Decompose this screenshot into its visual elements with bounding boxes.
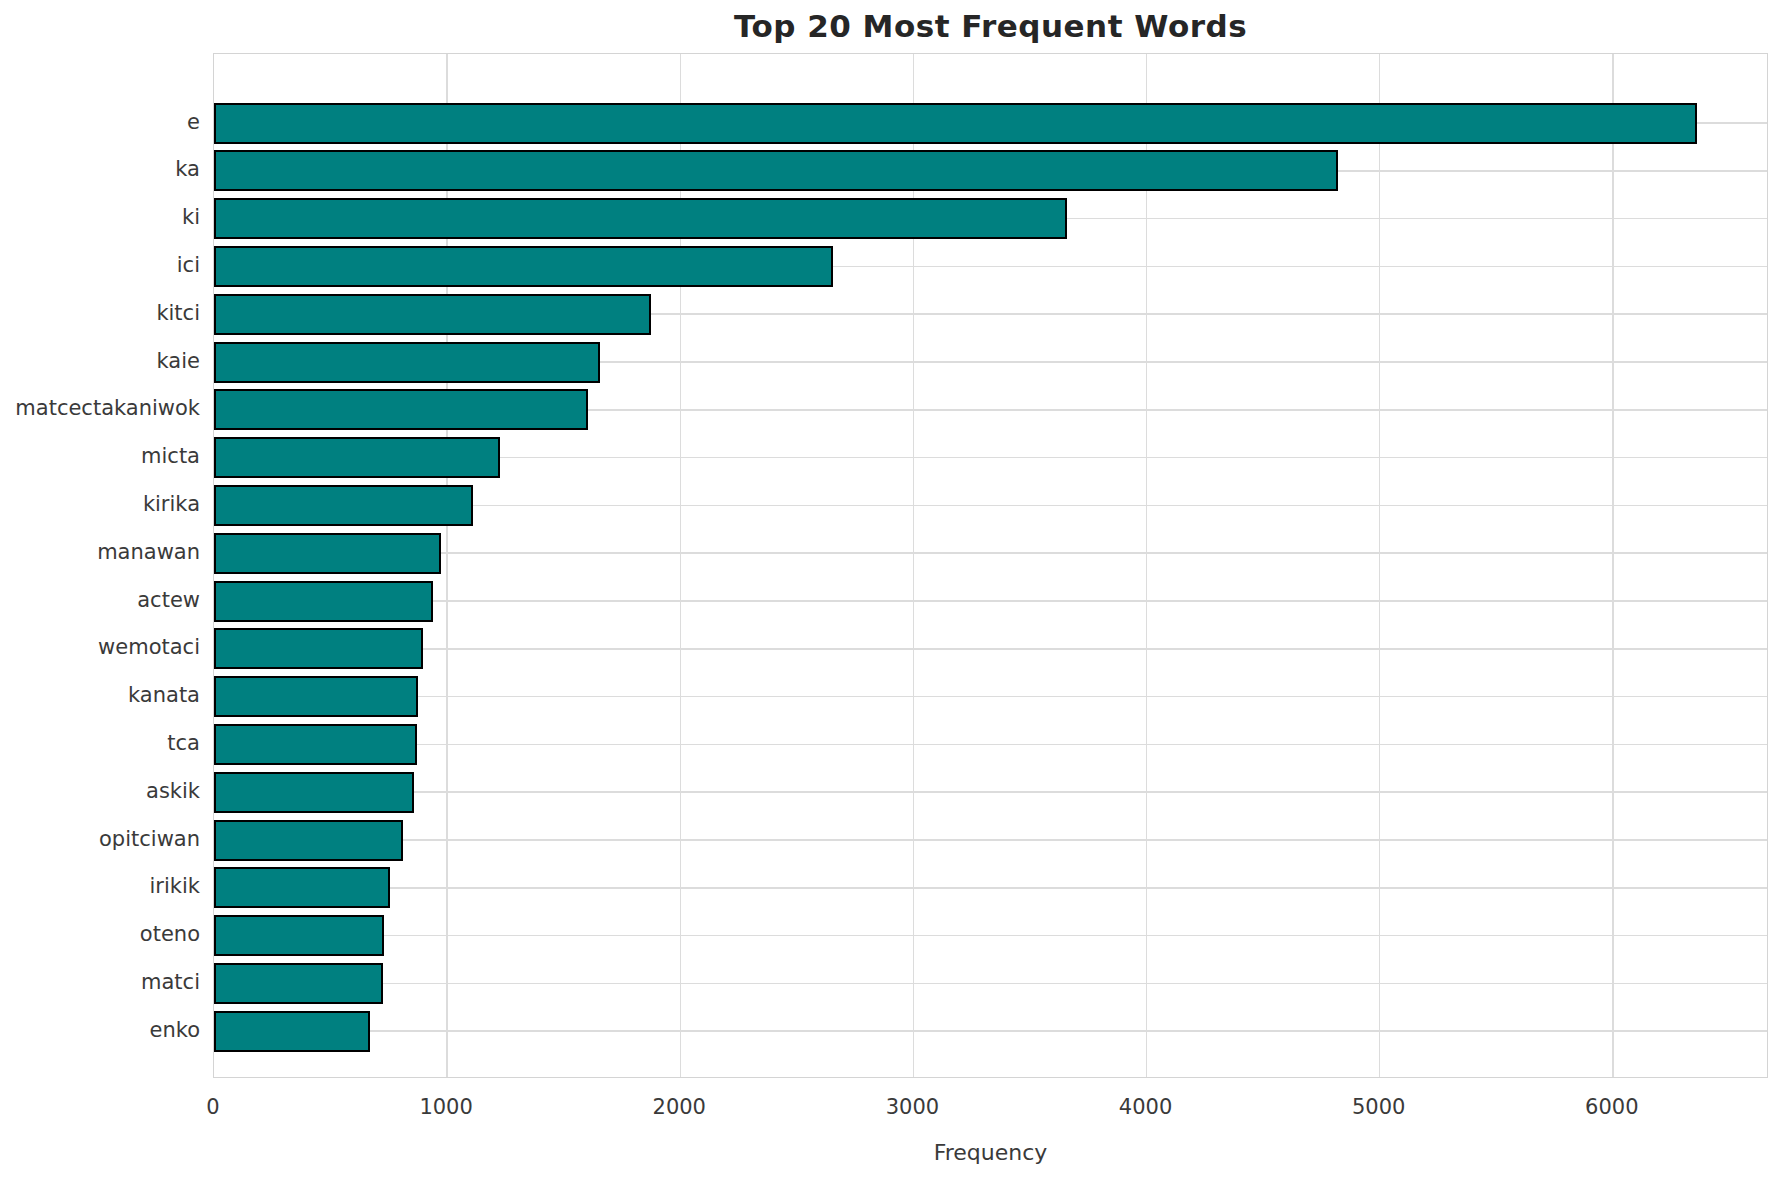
bar-enko [214,1011,370,1052]
bar-irikik [214,867,390,908]
bar-oteno [214,915,384,956]
y-tick-label-ki: ki [0,207,200,228]
x-tick-label-3000: 3000 [852,1095,972,1119]
y-gridline-actew [214,600,1767,602]
plot-area [213,53,1768,1078]
bar-wemotaci [214,628,423,669]
bar-kirika [214,485,473,526]
bar-actew [214,581,433,622]
y-tick-label-actew: actew [0,590,200,611]
x-tick-label-4000: 4000 [1086,1095,1206,1119]
bar-ici [214,246,833,287]
x-tick-label-2000: 2000 [619,1095,739,1119]
y-tick-label-irikik: irikik [0,876,200,897]
y-gridline-kanata [214,696,1767,698]
y-gridline-manawan [214,552,1767,554]
y-gridline-oteno [214,935,1767,937]
y-tick-label-manawan: manawan [0,542,200,563]
bar-tca [214,724,417,765]
bar-manawan [214,533,441,574]
y-gridline-matci [214,983,1767,985]
bar-opitciwan [214,820,403,861]
y-tick-label-ici: ici [0,255,200,276]
x-gridline-4000 [1146,54,1148,1077]
bar-kitci [214,294,651,335]
bar-matcectakaniwok [214,389,588,430]
y-tick-label-enko: enko [0,1020,200,1041]
y-gridline-wemotaci [214,648,1767,650]
x-tick-label-1000: 1000 [386,1095,506,1119]
y-tick-label-tca: tca [0,733,200,754]
x-tick-label-5000: 5000 [1319,1095,1439,1119]
bar-chart-figure: Top 20 Most Frequent Words 0 1000 2000 3000… [0,0,1784,1185]
y-tick-label-wemotaci: wemotaci [0,637,200,658]
x-gridline-5000 [1379,54,1381,1077]
y-gridline-enko [214,1030,1767,1032]
x-gridline-6000 [1612,54,1614,1077]
y-tick-label-kanata: kanata [0,685,200,706]
y-tick-label-askik: askik [0,781,200,802]
y-tick-label-oteno: oteno [0,924,200,945]
bar-kanata [214,676,418,717]
y-tick-label-kaie: kaie [0,351,200,372]
x-axis-label: Frequency [213,1140,1768,1165]
y-gridline-tca [214,744,1767,746]
y-tick-label-e: e [0,112,200,133]
x-tick-label-0: 0 [153,1095,273,1119]
y-tick-label-kirika: kirika [0,494,200,515]
y-tick-label-matcectakaniwok: matcectakaniwok [0,398,200,419]
bar-kaie [214,342,600,383]
chart-title: Top 20 Most Frequent Words [213,8,1768,44]
bar-micta [214,437,500,478]
y-tick-label-kitci: kitci [0,303,200,324]
bar-askik [214,772,414,813]
bar-ki [214,198,1067,239]
y-tick-label-micta: micta [0,446,200,467]
y-gridline-askik [214,791,1767,793]
y-gridline-opitciwan [214,839,1767,841]
y-gridline-irikik [214,887,1767,889]
bar-e [214,103,1697,144]
y-tick-label-opitciwan: opitciwan [0,829,200,850]
bar-matci [214,963,383,1004]
y-tick-label-ka: ka [0,159,200,180]
bar-ka [214,150,1338,191]
y-tick-label-matci: matci [0,972,200,993]
x-tick-label-6000: 6000 [1552,1095,1672,1119]
